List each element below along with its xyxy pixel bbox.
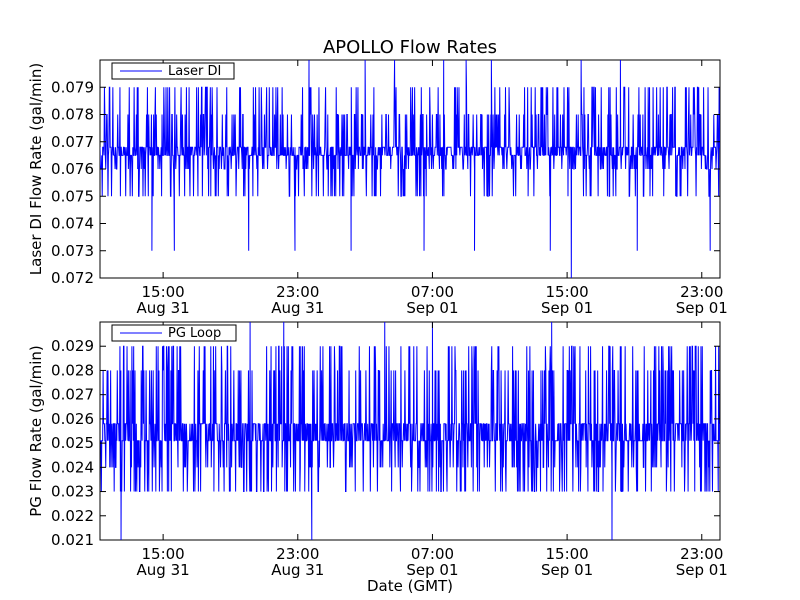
laser-di-x-tick-time: 15:00: [142, 283, 185, 301]
pg-loop-x-tick-date: Sep 01: [541, 561, 593, 579]
laser-di-legend: Laser DI: [111, 62, 235, 80]
pg-loop-x-tick-date: Aug 31: [137, 561, 190, 579]
laser-di-y-tick-label: 0.077: [51, 133, 94, 151]
laser-di-x-tick-time: 07:00: [411, 283, 454, 301]
pg-loop-y-tick-label: 0.025: [51, 434, 94, 452]
laser-di-series: [100, 60, 720, 278]
pg-loop-x-tick-date: Aug 31: [271, 561, 324, 579]
laser-di-y-axis-label: Laser DI Flow Rate (gal/min): [27, 63, 45, 275]
laser-di-x-tick-date: Aug 31: [137, 299, 190, 317]
pg-loop-x-tick-time: 15:00: [142, 545, 185, 563]
pg-loop-series: [100, 322, 720, 540]
pg-loop-y-tick-label: 0.026: [51, 410, 94, 428]
laser-di-series-line: [100, 60, 720, 278]
laser-di-panel: 0.072 0.073 0.074 0.075 0.076 0.077 0.078 0.079…: [27, 59, 728, 317]
chart-title: APOLLO Flow Rates: [323, 37, 497, 58]
pg-loop-y-tick-label: 0.029: [51, 337, 94, 355]
laser-di-x-tick-time: 23:00: [680, 283, 723, 301]
pg-loop-legend: PG Loop: [111, 324, 237, 342]
pg-loop-x-tick-date: Sep 01: [406, 561, 458, 579]
laser-di-y-tick-label: 0.072: [51, 269, 94, 287]
laser-di-x-tick-date: Sep 01: [406, 299, 458, 317]
pg-loop-x-tick-time: 23:00: [276, 545, 319, 563]
pg-loop-series-line: [100, 322, 720, 540]
pg-loop-x-tick-time: 07:00: [411, 545, 454, 563]
laser-di-x-tick-time: 15:00: [545, 283, 588, 301]
pg-loop-y-tick-label: 0.023: [51, 483, 94, 501]
pg-loop-x-tick-date: Sep 01: [676, 561, 728, 579]
laser-di-y-tick-label: 0.074: [51, 215, 94, 233]
pg-loop-y-axis-label: PG Flow Rate (gal/min): [27, 345, 45, 517]
laser-di-y-tick-label: 0.079: [51, 78, 94, 96]
laser-di-y-tick-label: 0.076: [51, 160, 94, 178]
pg-loop-panel: 0.021 0.022 0.023 0.024 0.025 0.026 0.027 0.028…: [27, 321, 728, 579]
laser-di-legend-box: [111, 62, 235, 80]
laser-di-y-tick-label: 0.073: [51, 242, 94, 260]
pg-loop-ticks: 0.021 0.022 0.023 0.024 0.025 0.026 0.027 0.028…: [51, 322, 728, 579]
laser-di-legend-label: Laser DI: [168, 64, 221, 79]
pg-loop-y-tick-label: 0.021: [51, 531, 94, 549]
laser-di-x-tick-date: Sep 01: [676, 299, 728, 317]
pg-loop-y-tick-label: 0.027: [51, 386, 94, 404]
pg-loop-legend-box: [111, 324, 237, 342]
laser-di-y-tick-label: 0.075: [51, 187, 94, 205]
pg-loop-y-tick-label: 0.022: [51, 507, 94, 525]
pg-loop-y-tick-label: 0.024: [51, 458, 94, 476]
laser-di-ticks: 0.072 0.073 0.074 0.075 0.076 0.077 0.078 0.079…: [51, 60, 728, 317]
laser-di-x-tick-date: Sep 01: [541, 299, 593, 317]
pg-loop-legend-label: PG Loop: [168, 326, 221, 341]
pg-loop-x-tick-time: 15:00: [545, 545, 588, 563]
pg-loop-y-tick-label: 0.028: [51, 361, 94, 379]
laser-di-x-tick-date: Aug 31: [271, 299, 324, 317]
x-axis-label: Date (GMT): [367, 577, 453, 595]
pg-loop-x-tick-time: 23:00: [680, 545, 723, 563]
laser-di-x-tick-time: 23:00: [276, 283, 319, 301]
laser-di-y-tick-label: 0.078: [51, 106, 94, 124]
